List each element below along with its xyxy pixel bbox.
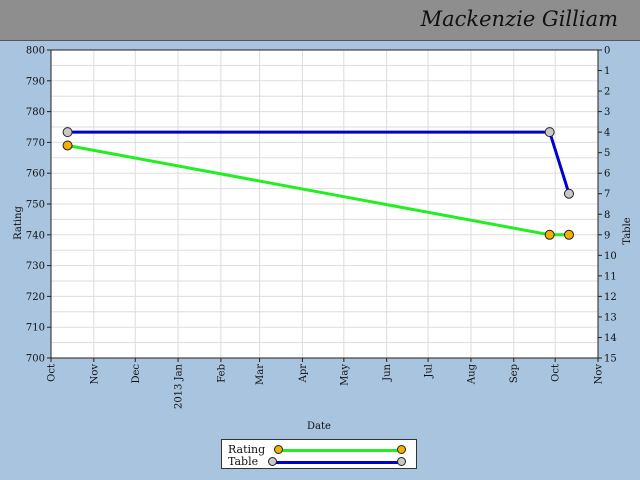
data-point-table [62,127,73,138]
y-tick-label: 740 [26,230,45,241]
y2-tick-label: 14 [604,333,617,344]
legend: Rating Table [221,439,417,469]
y-tick-label: 700 [26,354,45,365]
y-tick-label: 790 [26,76,45,87]
data-point-table [563,188,574,199]
y2-tick-label: 3 [604,107,610,118]
x-tick-label: Jul [424,364,435,379]
x-tick-label: Sep [509,364,520,383]
legend-label-rating: Rating [228,443,266,456]
x-tick-label: May [339,364,350,386]
legend-item-rating: Rating [228,443,265,456]
y2-tick-label: 15 [604,354,617,365]
y-axis-label: Rating [13,206,24,240]
grid-lines [50,49,599,359]
y-tick-label: 720 [26,292,45,303]
y2-axis-label: Table [622,217,633,244]
y2-tick-label: 2 [604,87,610,98]
y-tick-label: 730 [26,261,45,272]
y-tick-label: 750 [26,200,45,211]
y2-tick-label: 8 [604,210,610,221]
x-tick-label: Jun [382,363,393,381]
y2-tick-label: 11 [604,271,617,282]
legend-item-table: Table [228,455,258,468]
x-tick-label: Nov [594,364,605,385]
y2-tick-label: 9 [604,230,610,241]
y-tick-label: 780 [26,107,45,118]
x-tick-label: Apr [298,364,309,384]
y2-tick-label: 4 [604,128,610,139]
data-point-rating [563,229,574,240]
x-tick-label: Nov [89,364,100,385]
x-tick-label: Feb [216,364,227,383]
legend-marker-rating [274,445,283,454]
y2-tick-label: 5 [604,148,610,159]
legend-marker-table-end [397,457,406,466]
series-markers [62,127,574,240]
legend-line-table [272,461,403,464]
y2-tick-label: 7 [604,189,610,200]
x-tick-label: Aug [466,363,477,385]
x-tick-label: Mar [255,364,266,385]
y2-tick-label: 0 [604,46,610,57]
player-name: Mackenzie Gilliam [420,7,618,31]
y2-tick-label: 1 [604,66,610,77]
y-tick-label: 710 [26,323,45,334]
legend-marker-table [268,457,277,466]
y2-tick-label: 13 [604,312,617,323]
data-point-rating [544,229,555,240]
y-tick-label: 770 [26,138,45,149]
x-tick-label: Oct [551,364,562,382]
y2-tick-label: 10 [604,251,617,262]
x-tick-label: 2013 Jan [174,363,185,409]
x-axis-label: Date [307,421,331,432]
y2-tick-label: 12 [604,292,617,303]
legend-line-rating [278,449,403,452]
x-tick-label: Oct [47,364,58,382]
x-tick-label: Dec [131,364,142,384]
data-point-table [544,127,555,138]
y-tick-label: 760 [26,169,45,180]
legend-marker-rating-end [397,445,406,454]
y-tick-label: 800 [26,46,45,57]
page-header: Mackenzie Gilliam [0,0,640,41]
data-point-rating [62,140,73,151]
legend-label-table: Table [228,455,259,468]
y2-tick-label: 6 [604,169,610,180]
